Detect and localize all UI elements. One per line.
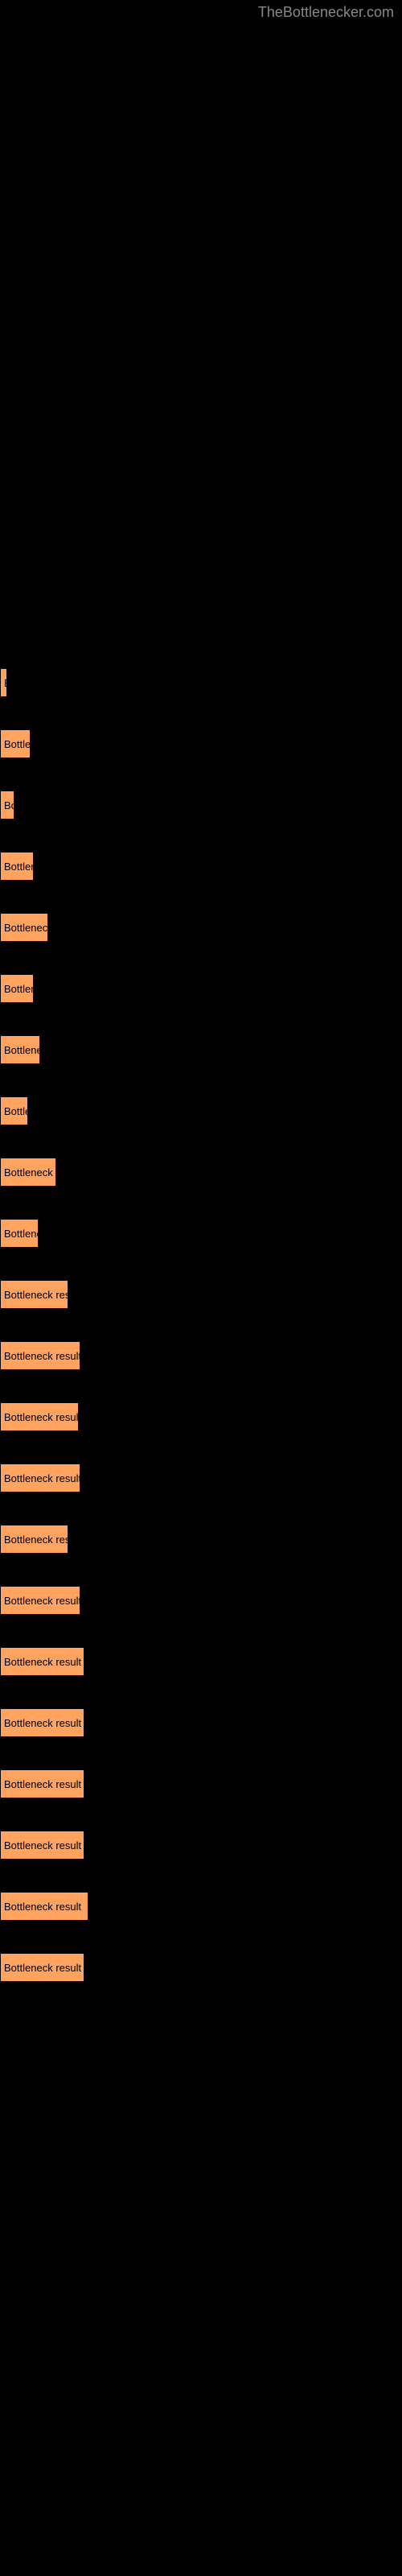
bar-label: Bottleneck result <box>4 1901 81 1913</box>
bar-label: Bottleneck r <box>4 1166 56 1179</box>
bar-row: Bottleneck result <box>0 1708 402 1737</box>
bar-label: Bottleneck result <box>4 1411 79 1423</box>
chart-bar: Bottleneck result <box>0 1892 88 1921</box>
chart-bar: Bottleneck result <box>0 1708 84 1737</box>
bar-label: Bottleneck res <box>4 1534 68 1546</box>
bar-row: Bottleneck result <box>0 1831 402 1860</box>
bar-label: Bottler <box>4 738 31 750</box>
chart-bar: Bottle <box>0 1096 28 1125</box>
bar-label: Bottler <box>4 861 34 873</box>
bar-label: Bottleneck resu <box>4 1289 68 1301</box>
chart-bar: Bottleneo <box>0 1035 40 1064</box>
chart-bar: Bottler <box>0 852 34 881</box>
bar-label: Bottlene <box>4 1228 39 1240</box>
bar-row: Bottleneck result <box>0 1647 402 1676</box>
bar-row: Bottleneck r <box>0 1158 402 1187</box>
bar-row: Bottleneck result <box>0 1463 402 1492</box>
chart-bar: Bottleneck resu <box>0 1280 68 1309</box>
chart-bar: B <box>0 668 7 697</box>
bar-row: Bottleneck result <box>0 1892 402 1921</box>
chart-bar: Bottleneck <box>0 913 48 942</box>
bar-label: Bottleneck result <box>4 1962 81 1974</box>
watermark-text: TheBottlenecker.com <box>258 4 394 21</box>
bar-row: Bottleneck <box>0 913 402 942</box>
bar-row: Bottleneck res <box>0 1525 402 1554</box>
chart-container: B Bottler Bo Bottler Bottleneck Bottlen … <box>0 0 402 1982</box>
bar-row: Bottleneck result <box>0 1769 402 1798</box>
bar-label: Bottleneck result <box>4 1778 81 1790</box>
chart-bar: Bottler <box>0 729 31 758</box>
bar-row: Bottler <box>0 729 402 758</box>
chart-bar: Bottleneck result <box>0 1769 84 1798</box>
bar-row: Bo <box>0 791 402 819</box>
chart-bar: Bottleneck result <box>0 1647 84 1676</box>
bar-row: Bottle <box>0 1096 402 1125</box>
chart-bar: Bottlene <box>0 1219 39 1248</box>
chart-bar: Bottleneck result <box>0 1953 84 1982</box>
chart-bar: Bottleneck r <box>0 1158 56 1187</box>
bar-label: B <box>4 677 7 689</box>
bar-label: Bo <box>4 799 14 811</box>
bar-row: Bottleneck result <box>0 1953 402 1982</box>
bar-row: Bottler <box>0 852 402 881</box>
bar-row: Bottleneck result <box>0 1341 402 1370</box>
chart-bar: Bo <box>0 791 14 819</box>
bar-row: Bottlene <box>0 1219 402 1248</box>
chart-bar: Bottleneck result <box>0 1402 79 1431</box>
bar-label: Bottleneo <box>4 1044 40 1056</box>
bar-label: Bottleneck result <box>4 1472 80 1484</box>
bar-label: Bottleneck result <box>4 1656 81 1668</box>
bar-label: Bottlen <box>4 983 34 995</box>
chart-bar: Bottleneck result <box>0 1341 80 1370</box>
bar-row: Bottleneck result <box>0 1402 402 1431</box>
bar-row: Bottleneck resu <box>0 1280 402 1309</box>
chart-bar: Bottleneck result <box>0 1831 84 1860</box>
chart-bar: Bottlen <box>0 974 34 1003</box>
bar-label: Bottleneck result <box>4 1350 80 1362</box>
bar-label: Bottleneck result <box>4 1839 81 1852</box>
bar-row: B <box>0 668 402 697</box>
chart-bar: Bottleneck res <box>0 1525 68 1554</box>
bar-label: Bottleneck result <box>4 1595 80 1607</box>
chart-bar: Bottleneck result <box>0 1463 80 1492</box>
bar-row: Bottleneo <box>0 1035 402 1064</box>
chart-bar: Bottleneck result <box>0 1586 80 1615</box>
bar-row: Bottlen <box>0 974 402 1003</box>
bar-row: Bottleneck result <box>0 1586 402 1615</box>
bar-label: Bottleneck <box>4 922 48 934</box>
bar-label: Bottleneck result <box>4 1717 81 1729</box>
bar-label: Bottle <box>4 1105 28 1117</box>
